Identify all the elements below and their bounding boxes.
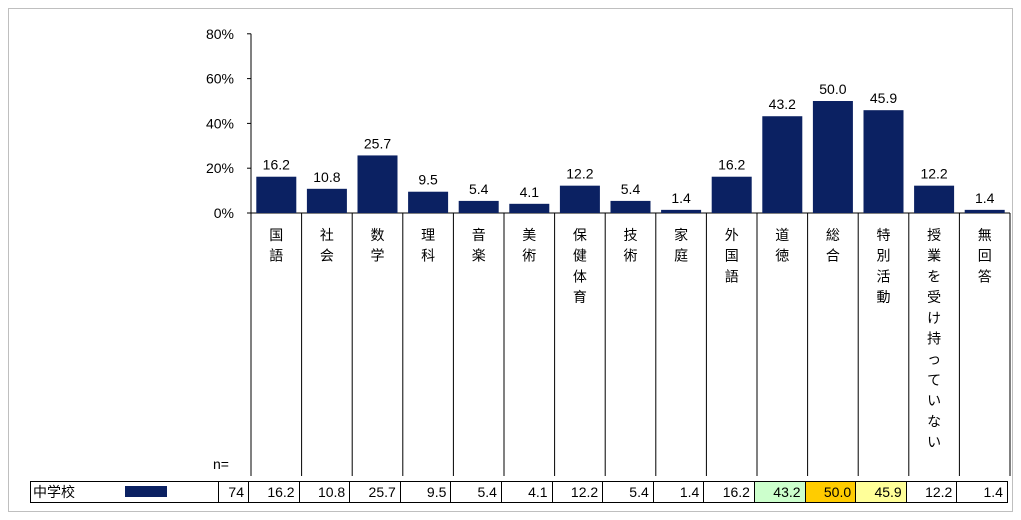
category-label: 美術 [522, 227, 536, 264]
bar [711, 176, 752, 213]
bar [357, 155, 398, 213]
value-cell: 43.2 [753, 481, 806, 503]
category-label: 社会 [320, 227, 334, 264]
value-cell: 4.1 [500, 481, 553, 503]
bar [559, 185, 600, 213]
category-label: 技術 [624, 227, 638, 264]
category-label: 外国語 [725, 227, 739, 284]
value-cell: 45.9 [855, 481, 907, 503]
data-label: 43.2 [769, 96, 796, 112]
data-label: 12.2 [566, 166, 593, 182]
data-label: 1.4 [671, 190, 691, 206]
data-label: 25.7 [364, 135, 391, 151]
y-tick-label: 60% [206, 71, 234, 87]
data-label: 1.4 [975, 190, 995, 206]
data-label: 5.4 [621, 181, 641, 197]
bar [256, 176, 297, 213]
value-cell: 10.8 [298, 481, 351, 503]
category-label: 音楽 [472, 227, 486, 264]
legend-swatch [125, 486, 167, 497]
bar [661, 209, 702, 213]
chart-frame [8, 8, 1013, 512]
data-table: 中学校 74 16.2 10.8 25.7 9.5 5.4 4.1 12.2 5.4 1.4 16… [30, 481, 1008, 503]
category-label: 数学 [371, 227, 385, 264]
bar [509, 203, 550, 213]
y-tick-label: 80% [206, 26, 234, 42]
data-label: 16.2 [718, 157, 745, 173]
category-label: 総合 [826, 227, 840, 264]
bar [812, 101, 853, 213]
y-tick-label: 40% [206, 115, 234, 131]
value-cell: 1.4 [652, 481, 705, 503]
category-label: 道徳 [775, 227, 789, 264]
bar [408, 191, 449, 213]
data-label: 50.0 [819, 81, 846, 97]
bar [458, 200, 499, 213]
bar [863, 110, 904, 213]
value-cell: 12.2 [551, 481, 604, 503]
category-label: 家庭 [674, 227, 688, 264]
bar [964, 209, 1005, 213]
y-tick-label: 20% [206, 160, 234, 176]
value-cell: 50.0 [804, 481, 857, 503]
data-label: 9.5 [418, 172, 438, 188]
value-cell: 16.2 [703, 481, 755, 503]
category-label: 国語 [269, 227, 283, 264]
y-tick-label: 0% [214, 205, 234, 221]
data-label: 4.1 [520, 184, 540, 200]
category-label: 授業を受け持っていない [927, 227, 941, 450]
series-name: 中学校 [33, 484, 75, 500]
category-label: 特別活動 [877, 227, 891, 305]
category-label: 理科 [421, 227, 435, 264]
bar [762, 116, 803, 213]
bar [610, 200, 651, 213]
value-cell: 12.2 [905, 481, 958, 503]
value-cell: 9.5 [399, 481, 452, 503]
value-cell: 1.4 [956, 481, 1008, 503]
bar [914, 185, 955, 213]
value-cell: 16.2 [248, 481, 300, 503]
category-label: 無回答 [978, 227, 992, 284]
n-label: n= [213, 456, 229, 472]
value-cell: 5.4 [602, 481, 654, 503]
data-label: 5.4 [469, 181, 489, 197]
value-cell: 25.7 [349, 481, 401, 503]
row-label-cell: 中学校 [30, 481, 219, 503]
table-row: 中学校 74 16.2 10.8 25.7 9.5 5.4 4.1 12.2 5.4 1.4 16… [30, 481, 1008, 503]
bar [306, 188, 347, 213]
data-label: 10.8 [313, 169, 340, 185]
data-label: 45.9 [870, 90, 897, 106]
data-label: 12.2 [920, 166, 947, 182]
value-cell: 5.4 [450, 481, 502, 503]
category-label: 保健体育 [573, 227, 587, 305]
n-cell: 74 [218, 481, 249, 503]
data-label: 16.2 [263, 157, 290, 173]
